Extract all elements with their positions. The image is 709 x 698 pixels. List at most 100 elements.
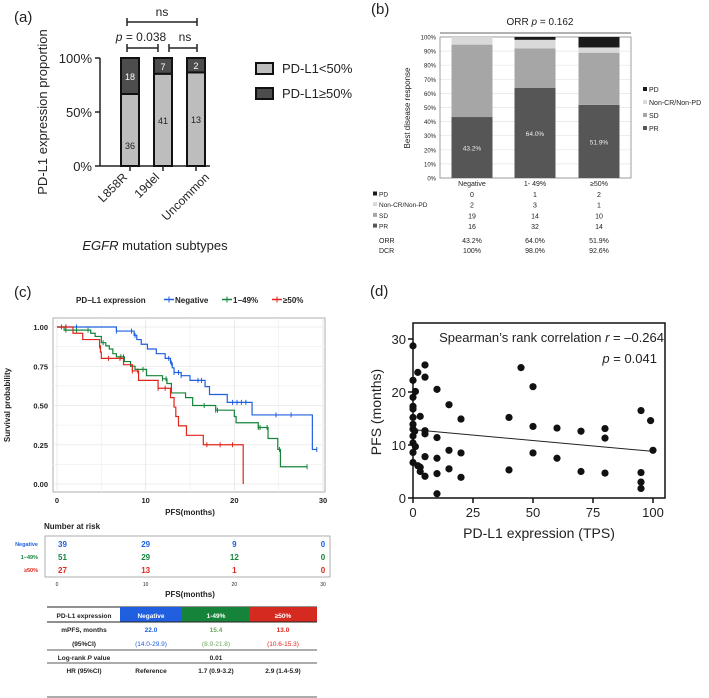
row-label: PD <box>379 192 388 199</box>
table-header: 1-49% <box>207 613 226 620</box>
scatter-point <box>601 434 609 442</box>
legend-title: PD−L1 expression <box>76 296 146 305</box>
bar-value: 7 <box>160 62 165 72</box>
row-swatch <box>373 191 377 196</box>
x-axis-title: EGFR mutation subtypes <box>82 238 228 253</box>
scatter-point <box>433 385 441 393</box>
count-cell: 14 <box>531 213 539 220</box>
summary-cell: 98.0% <box>525 248 545 255</box>
y-tick-label: 0.50 <box>33 402 48 411</box>
row-label: PR <box>379 224 388 231</box>
scatter-point <box>445 401 453 409</box>
scatter-point <box>409 448 417 457</box>
scatter-point <box>445 465 453 473</box>
scatter-point <box>409 413 417 422</box>
y-tick-label: 1.00 <box>33 323 48 332</box>
bar-value: 36 <box>125 141 135 151</box>
x-tick-label: 75 <box>586 505 600 520</box>
x-tick-label: 0 <box>409 505 416 520</box>
ci-cell: (10.6-15.3) <box>267 641 299 648</box>
scatter-point <box>517 364 525 372</box>
text-part: p <box>115 30 123 44</box>
panel-label-a: (a) <box>14 9 32 26</box>
y-axis-label: Best disease response <box>403 67 412 148</box>
count-cell: 16 <box>468 224 476 231</box>
x-tick-label: 25 <box>466 505 480 520</box>
legend-swatch <box>255 87 274 100</box>
summary-cell: 92.6% <box>589 248 609 255</box>
scatter-point <box>421 472 429 480</box>
row-swatch <box>373 223 377 228</box>
bar-segment-non-cr-non-pd <box>514 39 556 49</box>
scatter-point <box>409 432 417 440</box>
km-curve-2 <box>57 326 244 484</box>
x-axis-title: PFS(months) <box>165 508 215 517</box>
risk-cell: 13 <box>141 566 150 575</box>
x-tick-label: 10 <box>141 496 149 505</box>
header-cell-bg <box>182 607 249 622</box>
x-tick-label: L858R <box>95 170 130 205</box>
y-tick-label: 10 <box>392 438 406 453</box>
y-tick-label: 100% <box>59 51 93 66</box>
text-part: p <box>531 17 538 28</box>
text-part: EGFR <box>82 238 118 253</box>
legend-label: ≥50% <box>283 296 303 305</box>
bar-segment-pd <box>578 37 620 48</box>
table-header: PD-L1 expression <box>57 613 112 620</box>
x-tick-label: 50 <box>526 505 540 520</box>
y-tick-label: 80% <box>424 64 437 70</box>
summary-row-label: DCR <box>379 248 394 255</box>
bar-segment-sd <box>578 52 620 105</box>
scatter-point <box>529 449 537 457</box>
y-tick-label: 0.00 <box>33 480 48 489</box>
y-tick-label: 90% <box>424 50 437 56</box>
risk-cell: 1 <box>232 566 237 575</box>
y-tick-label: 20 <box>392 385 406 400</box>
y-tick-label: 10% <box>424 162 437 168</box>
risk-cell: 0 <box>321 540 326 549</box>
scatter-point <box>421 361 429 369</box>
row-label: (95%CI) <box>72 641 96 648</box>
legend-label: SD <box>649 113 659 120</box>
text-part: Log-rank <box>58 655 88 662</box>
bar-value: 41 <box>158 116 168 126</box>
km-curve-0 <box>57 326 317 451</box>
y-tick-label: 20% <box>424 148 437 154</box>
header-cell-bg <box>120 607 182 622</box>
y-tick-label: 0% <box>427 177 436 183</box>
scatter-point <box>637 406 645 415</box>
hr-cell: 1.7 (0.9-3.2) <box>198 668 233 675</box>
y-tick-label: 100% <box>421 36 437 42</box>
scatter-point <box>409 393 417 401</box>
scatter-point <box>457 473 465 481</box>
bar-segment-non-cr-non-pd <box>578 47 620 53</box>
scatter-point <box>647 417 655 425</box>
risk-table-frame <box>44 535 331 578</box>
risk-row-label: 1−49% <box>21 555 38 561</box>
scatter-point <box>433 454 441 462</box>
legend-label: PR <box>649 126 659 133</box>
risk-cell: 39 <box>58 540 67 549</box>
x-tick-label: 30 <box>319 496 327 505</box>
summary-cell: 100% <box>463 248 481 255</box>
p-value-label: p = 0.038 <box>115 30 167 44</box>
legend-swatch <box>643 113 647 117</box>
summary-cell: 64.0% <box>525 238 545 245</box>
text-part: = 0.162 <box>537 17 574 28</box>
row-label: mPFS, months <box>61 627 107 634</box>
bar-segment-non-cr-non-pd <box>451 37 493 45</box>
legend-swatch <box>255 62 274 75</box>
bar-value: 2 <box>193 61 198 71</box>
scatter-point <box>421 373 429 381</box>
y-tick-label: 30% <box>424 134 437 140</box>
bar-value: 13 <box>191 115 201 125</box>
y-tick-label: 60% <box>424 92 437 98</box>
bar-pdl1-high <box>153 57 173 75</box>
hr-cell: 2.9 (1.4-5.9) <box>265 668 300 675</box>
legend-label: Non-CR/Non-PD <box>649 100 701 107</box>
x-tick-label: 19del <box>131 170 162 201</box>
count-cell: 1 <box>533 192 537 199</box>
bar-segment-sd <box>451 44 493 118</box>
scatter-point <box>416 467 424 476</box>
